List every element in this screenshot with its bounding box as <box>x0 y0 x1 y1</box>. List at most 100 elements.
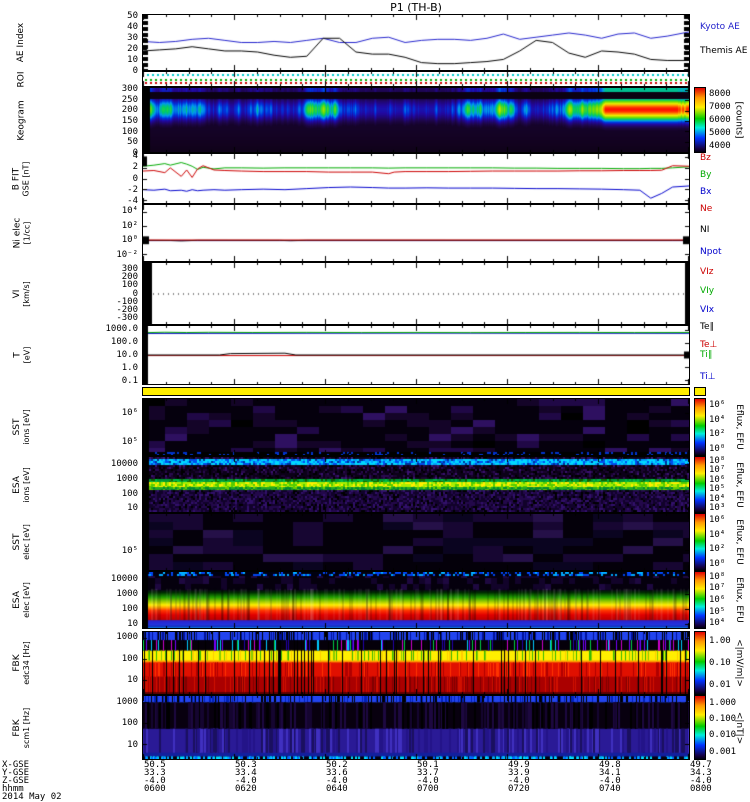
sst-ions-colorbar-ticks: 10⁶ 10⁴ 10² 10⁰ <box>709 398 750 456</box>
tick-label: 8000 <box>709 88 731 99</box>
esa-ions-colorbar-unit: Eflux, EFU <box>734 461 744 508</box>
tick-label: 0 <box>132 173 138 184</box>
panel-ae-index: AE Index 50 40 30 20 10 0 Kyoto AE Themis AE <box>0 11 750 76</box>
legend-ti-: Ti⊥ <box>700 372 716 382</box>
tick-label: 10⁷ <box>709 583 726 594</box>
esa-ions-colorbar <box>694 456 706 513</box>
tick-label: 100 <box>121 126 138 137</box>
tick-label: 10² <box>709 429 726 440</box>
panel-sst-elec: SST elec [eV] 10⁵ 10⁶ 10⁴ 10² 10⁰ Eflux, EFU <box>0 513 750 571</box>
density-plot-frame <box>142 204 690 262</box>
sst-ions-axis-title: SST ions [eV] <box>11 409 31 445</box>
panel-fbk-scm1: FBK scm1 [Hz] 1000 100 10 1.000 0.100 0.010 0.… <box>0 695 750 760</box>
keogram-colorbar <box>694 87 706 153</box>
fbk-scm1-axis-title: FBK scm1 [Hz] <box>11 707 31 748</box>
fbk-edc34-colorbar <box>694 631 706 695</box>
legend-ne: Ne <box>700 204 713 214</box>
position-column-0740: 49.8 34.1 -4.0 0740 <box>599 760 621 794</box>
tick-label: 10⁶ <box>709 515 726 526</box>
fbk-scm1-plot-frame <box>142 695 690 760</box>
density-plot-canvas <box>143 205 689 261</box>
tick-label: 0 <box>132 288 138 299</box>
sst-ions-plot-canvas <box>143 399 689 455</box>
tick-label: 10⁶ <box>709 595 726 605</box>
tick-label: 100 <box>121 280 138 291</box>
fbk-scm1-y-axis: 1000 100 10 <box>84 695 138 760</box>
tick-label: 1000 <box>116 696 138 707</box>
tick-label: 0.10 <box>709 658 731 668</box>
bfit-plot-canvas <box>143 154 689 203</box>
tick-label: 10 <box>127 503 138 514</box>
velocity-y-axis: 300 200 100 0 -100 -200 -300 <box>84 262 138 325</box>
esa-ions-axis-title: ESA ions [eV] <box>11 466 31 503</box>
panel-velocity: VI [km/s] 300 200 100 0 -100 -200 -300 VIz VIy VI… <box>0 262 750 325</box>
sst-elec-colorbar-unit: Eflux, EFU <box>734 519 744 565</box>
panel-density: Ni elec [1/cc] 10⁴ 10² 10⁰ 10⁻² Ne NI Npot <box>0 204 750 262</box>
tick-label: 10⁸ <box>709 455 726 466</box>
temperature-plot-canvas <box>143 326 689 384</box>
esa-ions-plot-frame <box>142 456 690 513</box>
tick-label: 10 <box>127 619 138 630</box>
sst-ions-colorbar <box>694 398 706 456</box>
tick-label: 0 <box>132 66 138 76</box>
tick-label: 10⁵ <box>709 484 726 495</box>
row-label-hhmm: hhmm <box>2 784 24 794</box>
time-axis: X-GSE Y-GSE Z-GSE hhmm 2014 May 02 50.5 3… <box>0 760 750 802</box>
keogram-axis-title: Keogram <box>16 99 27 141</box>
tick-label: 10⁶ <box>121 407 138 418</box>
position-column-0800: 49.7 34.3 -4.0 0800 <box>690 760 712 794</box>
tick-label: 10 <box>127 675 138 686</box>
roi-plot-frame <box>142 71 690 87</box>
tick-label: 10⁶ <box>709 400 726 411</box>
plot-title: P1 (TH-B) <box>390 1 442 14</box>
ephemeris-row-labels: X-GSE Y-GSE Z-GSE hhmm <box>2 761 29 794</box>
tick-label: 10⁰ <box>709 443 726 454</box>
sst-ions-y-axis: 10⁶ 10⁵ <box>84 398 138 456</box>
position-column-0720: 49.9 33.9 -4.0 0720 <box>508 760 530 794</box>
ae-plot-canvas <box>143 15 689 70</box>
bfit-plot-frame <box>142 153 690 204</box>
fbk-scm1-plot-canvas <box>143 696 689 759</box>
tick-label: 10000 <box>110 573 138 584</box>
ae-axis-title: AE Index <box>16 22 27 63</box>
velocity-legend: VIz VIy VIx <box>700 262 750 325</box>
keogram-colorbar-unit: [counts] <box>734 101 745 139</box>
esa-ions-colorbar-ticks: 10⁸ 10⁷ 10⁶ 10⁵ 10⁴ 10³ <box>709 455 750 514</box>
tick-label: 10⁻² <box>116 249 138 260</box>
tick-label: 200 <box>121 271 138 282</box>
sst-ions-colorbar-unit: Eflux, EFU <box>734 404 744 450</box>
tick-label: 300 <box>121 84 138 95</box>
tick-label: 5000 <box>709 128 731 139</box>
fbk-edc34-y-axis: 1000 100 10 <box>84 631 138 695</box>
tick-label: 0.01 <box>709 680 731 691</box>
tick-label: 10⁸ <box>709 571 726 582</box>
tick-label: 4 <box>132 151 138 162</box>
legend-viz: VIz <box>700 267 714 277</box>
fbk-scm1-colorbar-unit: <|nT|> <box>734 711 745 744</box>
legend-bx: Bx <box>700 187 712 197</box>
roi-plot-canvas <box>143 72 689 86</box>
tick-label: 10.0 <box>116 350 138 360</box>
tick-label: 10⁶ <box>709 474 726 485</box>
tick-label: 10⁴ <box>709 414 726 425</box>
panel-sst-ions: SST ions [eV] 10⁶ 10⁵ 10⁶ 10⁴ 10² 10⁰ Eflux, … <box>0 398 750 456</box>
tick-label: 1.000 <box>709 697 737 708</box>
tick-label: 1000 <box>116 632 138 643</box>
tick-label: 1000 <box>116 588 138 599</box>
legend-vix: VIx <box>700 305 715 315</box>
density-y-axis: 10⁴ 10² 10⁰ 10⁻² <box>84 204 138 262</box>
tick-label: 50 <box>127 137 138 148</box>
legend-npot: Npot <box>700 247 722 257</box>
panel-keogram: Keogram 300 250 200 150 100 50 0 8000 7000 6000 5… <box>0 84 750 158</box>
tick-label: 10⁵ <box>121 436 138 447</box>
tick-label: 1.0 <box>121 362 138 373</box>
esa-elec-axis-title: ESA elec [eV] <box>12 582 31 618</box>
position-column-0620: 50.3 33.4 -4.0 0620 <box>235 760 257 794</box>
tick-label: 20 <box>127 44 138 55</box>
tick-label: 0.1 <box>121 375 138 386</box>
fbk-edc34-plot-canvas <box>143 632 689 694</box>
tick-label: 2 <box>132 162 138 173</box>
esa-elec-y-axis: 10000 1000 100 10 <box>84 571 138 630</box>
tick-label: 10000 <box>110 458 138 469</box>
tick-label: 100 <box>121 604 138 615</box>
